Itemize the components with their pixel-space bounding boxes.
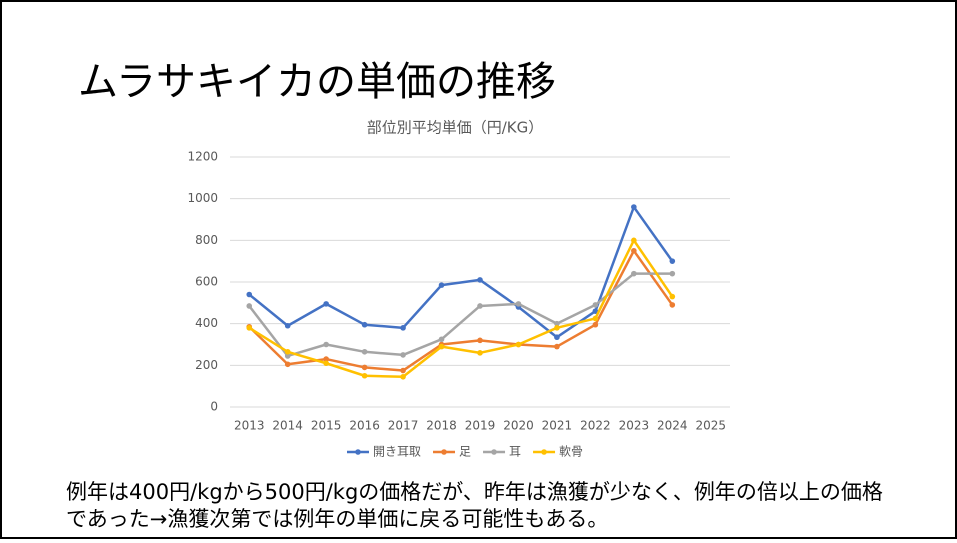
x-tick-label: 2024 bbox=[657, 419, 688, 433]
y-tick-label: 1000 bbox=[187, 191, 218, 205]
data-point bbox=[477, 277, 483, 283]
x-tick-label: 2017 bbox=[388, 419, 419, 433]
data-point bbox=[669, 270, 676, 277]
data-point bbox=[361, 372, 368, 379]
data-point bbox=[361, 321, 368, 328]
legend-marker bbox=[491, 449, 497, 455]
data-point bbox=[631, 204, 637, 210]
legend-label: 足 bbox=[459, 445, 471, 459]
data-point bbox=[554, 325, 560, 331]
x-tick-label: 2019 bbox=[465, 419, 496, 433]
x-tick-label: 2016 bbox=[349, 419, 380, 433]
y-tick-label: 600 bbox=[195, 275, 218, 289]
data-point bbox=[631, 247, 637, 254]
data-point bbox=[438, 336, 445, 343]
legend-marker bbox=[441, 449, 447, 455]
series-line bbox=[248, 239, 674, 379]
y-tick-label: 400 bbox=[195, 316, 218, 330]
series-line bbox=[248, 205, 674, 339]
x-tick-label: 2023 bbox=[619, 419, 650, 433]
data-point bbox=[592, 302, 599, 308]
x-tick-label: 2013 bbox=[234, 419, 265, 433]
data-point bbox=[284, 361, 291, 368]
note-line: 例年は400円/kgから500円/kgの価格だが、昨年は漁獲が少なく、例年の倍以… bbox=[66, 480, 883, 504]
data-point bbox=[554, 334, 560, 341]
data-point bbox=[515, 341, 522, 348]
slide-title: ムラサキイカの単価の推移 bbox=[78, 59, 556, 105]
legend-label: 耳 bbox=[509, 445, 521, 459]
data-point bbox=[246, 303, 253, 309]
y-tick-label: 1200 bbox=[187, 150, 218, 164]
x-tick-label: 2015 bbox=[311, 419, 342, 433]
data-point bbox=[477, 303, 483, 309]
legend-label: 開き耳取 bbox=[373, 445, 421, 459]
data-point bbox=[323, 360, 329, 367]
data-point bbox=[361, 364, 368, 371]
data-point bbox=[323, 356, 329, 362]
legend-label: 軟骨 bbox=[559, 444, 583, 459]
data-point bbox=[515, 301, 522, 307]
series-line bbox=[248, 249, 674, 372]
data-point bbox=[477, 337, 483, 344]
data-point bbox=[323, 341, 329, 348]
data-point bbox=[246, 325, 253, 331]
legend-marker bbox=[355, 449, 361, 455]
data-point bbox=[438, 282, 445, 288]
x-tick-label: 2021 bbox=[542, 419, 573, 433]
data-point bbox=[284, 348, 291, 355]
y-tick-label: 200 bbox=[195, 358, 218, 372]
data-point bbox=[554, 343, 560, 350]
data-point bbox=[284, 353, 291, 359]
data-point bbox=[631, 237, 637, 244]
data-point bbox=[438, 343, 445, 350]
series-line bbox=[248, 272, 673, 358]
data-point bbox=[400, 373, 406, 380]
data-point bbox=[400, 367, 406, 374]
x-tick-label: 2018 bbox=[426, 419, 457, 433]
data-point bbox=[592, 321, 599, 328]
y-tick-label: 0 bbox=[210, 400, 218, 414]
data-point bbox=[246, 291, 253, 298]
data-point bbox=[554, 320, 560, 327]
data-point bbox=[669, 293, 676, 300]
x-tick-label: 2025 bbox=[695, 419, 726, 433]
data-point bbox=[400, 352, 406, 358]
note-line: であった→漁獲次第では例年の単価に戻る可能性もある。 bbox=[66, 507, 608, 531]
data-point bbox=[669, 258, 676, 264]
data-point bbox=[631, 270, 637, 277]
data-point bbox=[361, 348, 368, 355]
data-point bbox=[323, 301, 329, 307]
data-point bbox=[284, 322, 291, 329]
data-point bbox=[669, 302, 676, 308]
data-point bbox=[592, 315, 599, 322]
data-point bbox=[592, 308, 599, 314]
x-tick-label: 2022 bbox=[580, 419, 611, 433]
x-tick-label: 2020 bbox=[503, 419, 534, 433]
data-point bbox=[400, 325, 406, 331]
y-tick-label: 800 bbox=[195, 233, 218, 247]
chart-title: 部位別平均単価（円/KG） bbox=[367, 119, 544, 137]
data-point bbox=[477, 350, 483, 356]
legend-marker bbox=[541, 449, 547, 455]
x-tick-label: 2014 bbox=[272, 419, 303, 433]
